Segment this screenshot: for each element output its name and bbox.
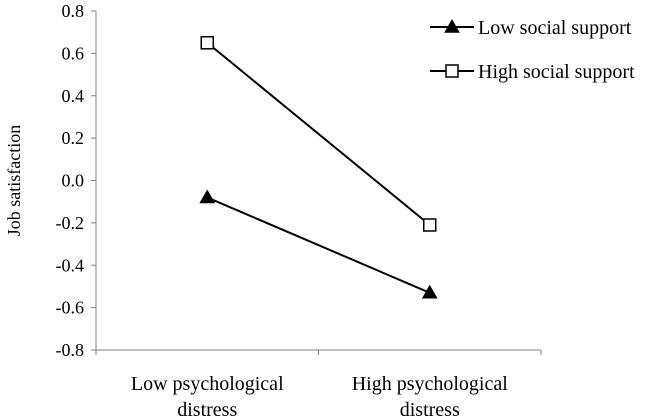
x-tick-label: Low psychological	[131, 373, 284, 395]
y-tick-label: 0.4	[62, 86, 85, 106]
legend-item: Low social support	[430, 17, 632, 39]
x-tick-label: distress	[400, 399, 460, 419]
data-point	[421, 284, 438, 299]
y-tick-label: -0.4	[56, 255, 85, 275]
series-1	[200, 36, 437, 232]
series-group	[199, 36, 438, 299]
y-tick-label: -0.6	[56, 298, 85, 318]
series-line	[206, 196, 431, 294]
y-tick-label: -0.8	[56, 340, 85, 360]
x-tick-label: High psychological	[352, 373, 509, 395]
legend-label: Low social support	[478, 17, 632, 39]
legend: Low social support High social support	[430, 17, 635, 83]
y-tick-label: 0.8	[62, 1, 85, 21]
legend-marker	[445, 64, 459, 78]
legend-marker	[444, 18, 460, 33]
axes	[95, 11, 541, 351]
y-axis-title: Job satisfaction	[4, 125, 24, 236]
x-tick-label: distress	[177, 399, 237, 419]
y-tick-label: 0.2	[62, 128, 85, 148]
series-0	[199, 189, 438, 299]
data-point	[199, 189, 216, 204]
y-tick-label: 0.0	[62, 171, 85, 191]
legend-item: High social support	[430, 61, 635, 83]
y-tick-label: -0.2	[56, 213, 85, 233]
y-axis-ticks: 0.8 0.6 0.4 0.2 0.0 -0.2 -0.4 -0.6 -0.8	[56, 1, 96, 360]
x-axis-ticks: Low psychological distress High psychologi…	[95, 350, 542, 419]
series-line	[206, 42, 431, 226]
data-point	[423, 218, 437, 232]
y-tick-label: 0.6	[62, 43, 85, 63]
data-point	[200, 36, 214, 50]
legend-label: High social support	[478, 61, 635, 83]
